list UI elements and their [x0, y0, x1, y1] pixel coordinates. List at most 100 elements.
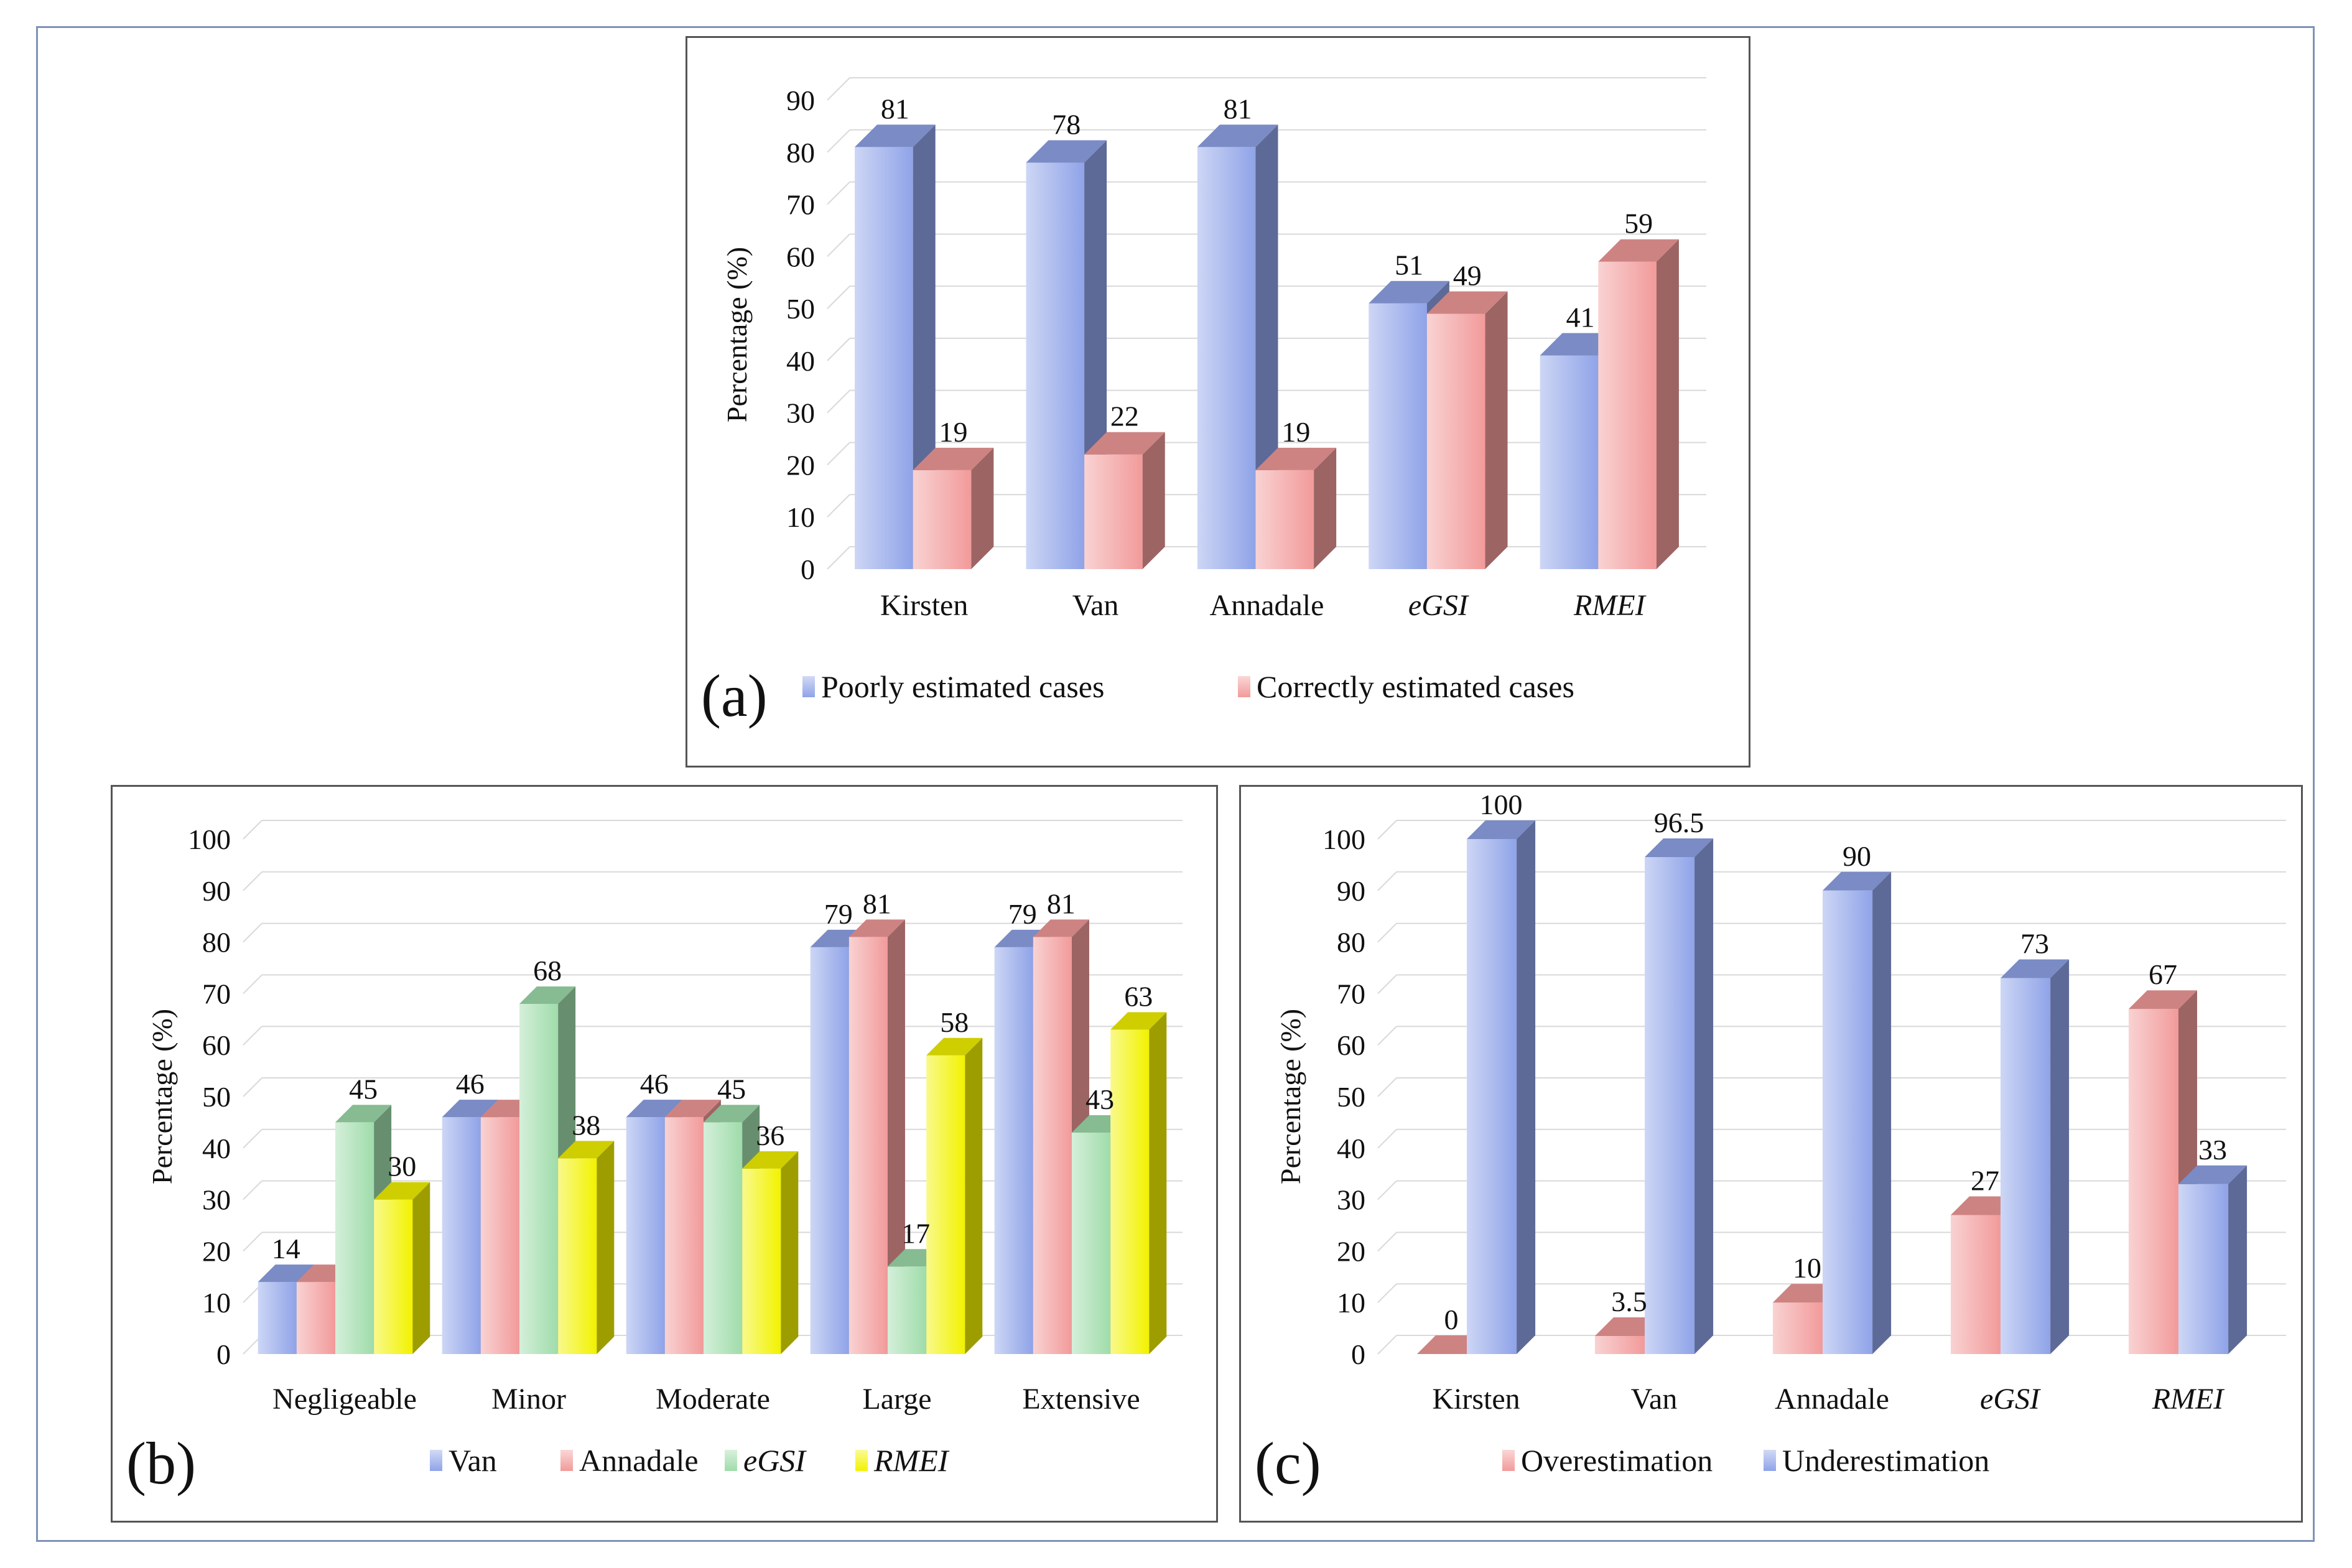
value-label: 43 [1085, 1083, 1114, 1115]
panel-label: (a) [701, 662, 768, 729]
bar-egsi [335, 1122, 374, 1354]
bar-rmei [742, 1168, 781, 1354]
legend-swatch [725, 1450, 737, 1471]
bar-egsi [1072, 1132, 1111, 1354]
chart-panel-a: 0 10 20 30 40 50 60 70 80 90 Percentage (%) 81 19 Kir… [686, 36, 1750, 768]
bar-top [913, 447, 994, 470]
bar-top [1369, 281, 1449, 304]
value-label: 45 [349, 1073, 378, 1105]
bar-top [1084, 432, 1165, 455]
bar-annadale [480, 1117, 519, 1354]
gridline-depth [1377, 974, 1397, 995]
x-tick-label: Large [862, 1383, 931, 1416]
bar-annadale [1033, 937, 1072, 1354]
value-label: 38 [572, 1109, 600, 1141]
y-tick-label: 50 [1337, 1081, 1365, 1113]
bar-underestimation [2178, 1184, 2229, 1354]
y-tick-label: 60 [202, 1029, 231, 1061]
bar-side [1142, 432, 1165, 569]
figure-frame [36, 26, 2315, 1542]
y-tick-label: 0 [1351, 1338, 1365, 1370]
value-label: 67 [2149, 958, 2177, 990]
value-label: 81 [863, 888, 891, 919]
bar-egsi [704, 1122, 743, 1354]
x-tick-label: Negligeable [272, 1383, 417, 1416]
bar-top [1033, 919, 1089, 937]
y-tick-label: 10 [1337, 1287, 1365, 1319]
value-label: 22 [1110, 401, 1139, 432]
y-tick-label: 90 [1337, 875, 1365, 907]
value-label: 36 [756, 1120, 784, 1151]
bar-poorly-estimated-cases [855, 147, 913, 569]
y-tick-label: 10 [202, 1287, 231, 1319]
gridline-depth [827, 442, 850, 466]
value-label: 10 [1793, 1252, 1821, 1284]
gridline-depth [1377, 1180, 1397, 1200]
bar-top [1598, 239, 1679, 262]
value-label: 63 [1124, 980, 1153, 1012]
bar-top [1026, 140, 1107, 163]
bar-top [926, 1037, 983, 1055]
bar-correctly-estimated-cases [1598, 261, 1657, 569]
legend-item: Correctly estimated cases [1257, 669, 1574, 704]
value-label: 46 [640, 1068, 669, 1100]
bar-top [442, 1100, 498, 1118]
legend-item: eGSI [743, 1443, 807, 1478]
bar-top [704, 1105, 760, 1123]
bar-poorly-estimated-cases [1540, 355, 1599, 569]
bar-top [519, 986, 576, 1004]
chart-c-svg: 0 10 20 30 40 50 60 70 80 90 100 Percentage (%) 0 100… [1255, 789, 2286, 1496]
legend-swatch [430, 1450, 442, 1471]
x-tick-label: RMEI [2152, 1383, 2225, 1416]
y-tick-label: 0 [801, 554, 815, 585]
bar-correctly-estimated-cases [1255, 470, 1314, 569]
legend-swatch [1238, 676, 1250, 697]
bar-side [965, 1037, 983, 1354]
bar-top [2178, 1165, 2247, 1184]
x-tick-label: Minor [491, 1383, 566, 1416]
value-label: 68 [533, 955, 562, 986]
y-tick-label: 40 [1337, 1133, 1365, 1164]
x-tick-label: Van [1631, 1383, 1678, 1416]
gridline-depth [1377, 820, 1397, 840]
bar-top [1255, 447, 1337, 470]
value-label: 100 [1480, 789, 1523, 820]
bar-underestimation [1467, 839, 1517, 1354]
gridline-depth [243, 1026, 263, 1046]
bar-top [374, 1182, 430, 1200]
bar-side [1314, 447, 1337, 569]
legend-item: Underestimation [1782, 1443, 1989, 1478]
value-label: 81 [1224, 93, 1252, 124]
y-tick-label: 20 [786, 449, 815, 481]
value-label: 19 [1281, 416, 1310, 448]
bars [258, 919, 1167, 1354]
y-tick-label: 30 [202, 1184, 231, 1216]
value-label: 33 [2198, 1134, 2227, 1166]
bar-annadale [848, 937, 888, 1354]
gridline-depth [827, 338, 850, 361]
legend-swatch [1502, 1450, 1515, 1471]
bar-top [855, 124, 936, 147]
x-tick-label: eGSI [1408, 589, 1469, 622]
bar-side [1656, 239, 1679, 569]
gridline-depth [243, 974, 263, 995]
chart-a-svg: 0 10 20 30 40 50 60 70 80 90 Percentage (%) 81 19 Kir… [701, 77, 1706, 729]
bars [1416, 820, 2247, 1354]
y-tick-label: 100 [1322, 823, 1365, 855]
gridline-depth [827, 233, 850, 257]
gridline-depth [1377, 871, 1397, 891]
bar-annadale [296, 1282, 335, 1354]
value-label: 81 [881, 93, 909, 124]
gridline-depth [1377, 1335, 1397, 1355]
value-label: 78 [1052, 109, 1081, 141]
gridline-depth [1377, 1232, 1397, 1252]
bar-side [888, 919, 905, 1354]
gridline-depth [243, 1129, 263, 1149]
legend-item: Poorly estimated cases [821, 669, 1104, 704]
gridline-depth [1377, 1129, 1397, 1149]
bar-top [1426, 291, 1508, 314]
bar-top [1823, 871, 1892, 891]
bar-top [335, 1105, 392, 1123]
gridline-depth [1377, 1026, 1397, 1046]
x-tick-label: eGSI [1980, 1383, 2041, 1416]
